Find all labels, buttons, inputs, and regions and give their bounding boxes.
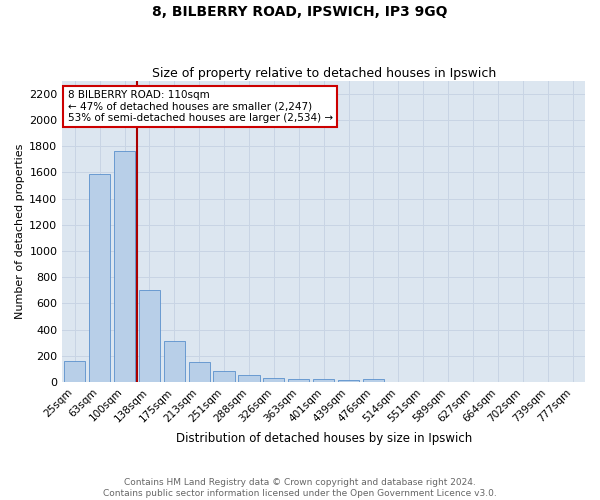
Text: Contains HM Land Registry data © Crown copyright and database right 2024.
Contai: Contains HM Land Registry data © Crown c…: [103, 478, 497, 498]
Bar: [139, 290, 160, 382]
Bar: [164, 342, 185, 382]
Bar: [338, 380, 359, 382]
Bar: [363, 380, 384, 382]
Bar: [238, 376, 260, 382]
Bar: [288, 380, 310, 382]
Bar: [188, 362, 210, 382]
Text: 8, BILBERRY ROAD, IPSWICH, IP3 9GQ: 8, BILBERRY ROAD, IPSWICH, IP3 9GQ: [152, 5, 448, 19]
Bar: [114, 152, 135, 382]
Title: Size of property relative to detached houses in Ipswich: Size of property relative to detached ho…: [152, 66, 496, 80]
Y-axis label: Number of detached properties: Number of detached properties: [15, 144, 25, 319]
Bar: [64, 361, 85, 382]
Bar: [313, 380, 334, 382]
Bar: [263, 378, 284, 382]
Bar: [214, 371, 235, 382]
Bar: [89, 174, 110, 382]
Text: 8 BILBERRY ROAD: 110sqm
← 47% of detached houses are smaller (2,247)
53% of semi: 8 BILBERRY ROAD: 110sqm ← 47% of detache…: [68, 90, 332, 123]
X-axis label: Distribution of detached houses by size in Ipswich: Distribution of detached houses by size …: [176, 432, 472, 445]
